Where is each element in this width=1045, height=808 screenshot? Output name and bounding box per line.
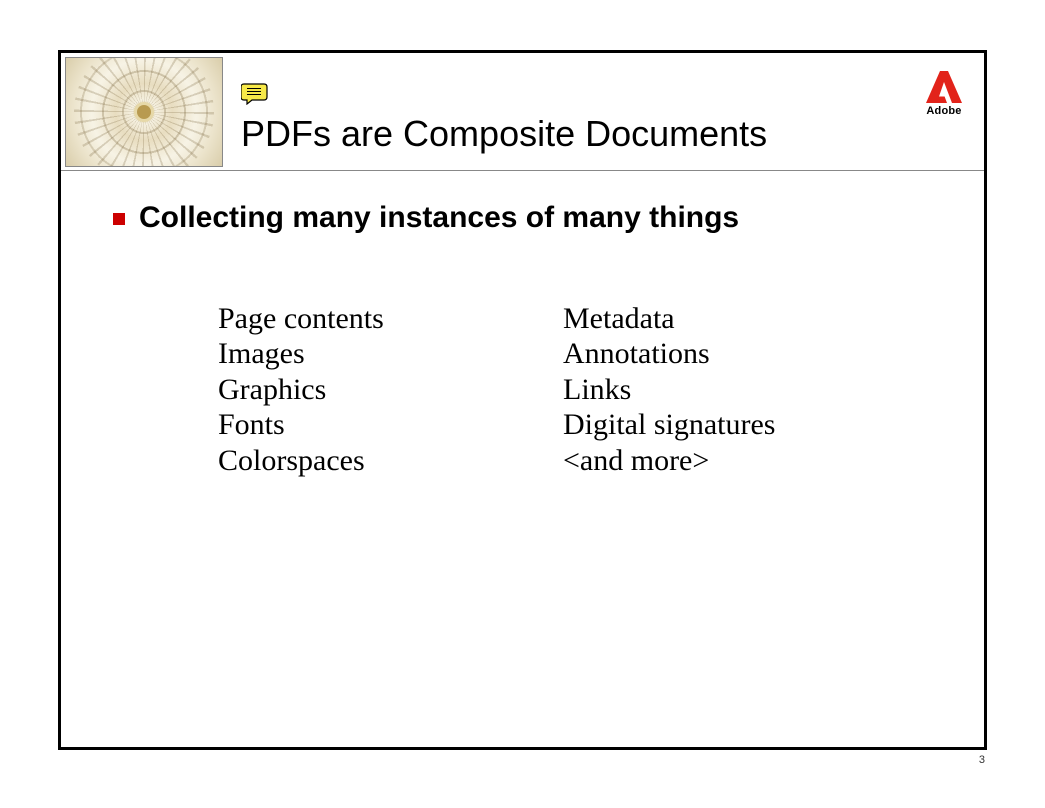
list-item: Graphics [218, 372, 563, 407]
slide-content: Collecting many instances of many things… [61, 171, 984, 478]
list-item: Annotations [563, 336, 775, 371]
list-item: Colorspaces [218, 443, 563, 478]
adobe-brand-text: Adobe [922, 105, 966, 117]
bullet-square-icon [113, 213, 125, 225]
slide-frame: PDFs are Composite Documents Adobe Colle… [58, 50, 987, 750]
list-item: <and more> [563, 443, 775, 478]
page-number: 3 [979, 754, 985, 766]
list-item: Links [563, 372, 775, 407]
slide-header: PDFs are Composite Documents Adobe [61, 53, 984, 171]
content-columns: Page contents Images Graphics Fonts Colo… [218, 301, 944, 478]
list-item: Fonts [218, 407, 563, 442]
comment-icon[interactable] [241, 83, 269, 105]
column-2: Metadata Annotations Links Digital signa… [563, 301, 775, 478]
list-item: Page contents [218, 301, 563, 336]
bullet-text: Collecting many instances of many things [139, 201, 739, 235]
slide-title: PDFs are Composite Documents [241, 113, 767, 155]
list-item: Metadata [563, 301, 775, 336]
list-item: Images [218, 336, 563, 371]
bullet-row: Collecting many instances of many things [113, 201, 944, 235]
adobe-logo: Adobe [922, 71, 966, 117]
column-1: Page contents Images Graphics Fonts Colo… [218, 301, 563, 478]
list-item: Digital signatures [563, 407, 775, 442]
header-decorative-image [65, 57, 223, 167]
